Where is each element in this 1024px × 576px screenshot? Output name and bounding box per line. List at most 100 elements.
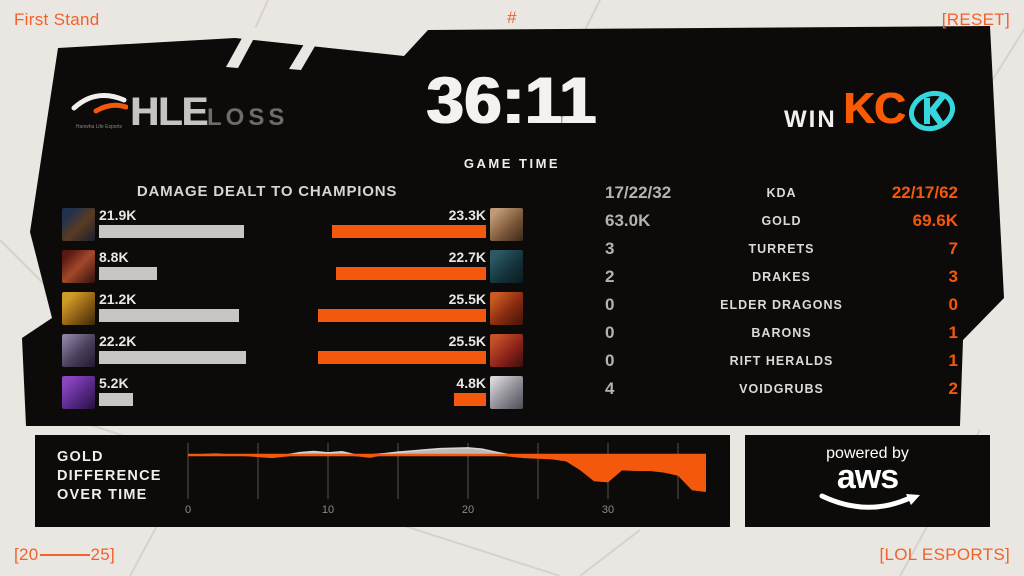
champion-icon: [490, 376, 523, 409]
left-team-abbr: HLE: [130, 90, 208, 134]
damage-row: 25.5K: [316, 292, 523, 325]
damage-value: 21.9K: [99, 207, 137, 223]
powered-by-label: powered by: [826, 445, 909, 462]
stat-row: 0 BARONS 1: [605, 319, 958, 347]
stat-row: 2 DRAKES 3: [605, 263, 958, 291]
stat-left-value: 0: [605, 295, 615, 314]
lol-esports-link[interactable]: [LOL ESPORTS]: [879, 545, 1010, 564]
gold-title-line: OVER TIME: [57, 487, 148, 503]
svg-text:10: 10: [322, 504, 334, 516]
champion-icon: [62, 292, 95, 325]
stat-label: ELDER DRAGONS: [720, 298, 843, 312]
stat-row: 17/22/32 KDA 22/17/62: [605, 179, 958, 207]
damage-bar: [99, 393, 133, 406]
game-timer-label: GAME TIME: [463, 156, 561, 171]
damage-row: 25.5K: [316, 334, 523, 367]
stat-left-value: 4: [605, 379, 615, 398]
stat-left-value: 0: [605, 323, 615, 342]
damage-row: 21.2K: [62, 292, 246, 325]
stat-row: 0 RIFT HERALDS 1: [605, 347, 958, 375]
stat-row: 3 TURRETS 7: [605, 235, 958, 263]
gold-title-line: DIFFERENCE: [57, 468, 162, 484]
svg-text:0: 0: [185, 504, 191, 516]
damage-bar: [318, 309, 486, 322]
damage-value: 21.2K: [99, 291, 137, 307]
stat-right-value: 0: [948, 295, 958, 314]
stat-right-value: 2: [948, 379, 958, 398]
stat-left-value: 63.0K: [605, 211, 651, 230]
stat-left-value: 2: [605, 267, 615, 286]
damage-value: 25.5K: [448, 333, 486, 349]
gold-chart-title: GOLD DIFFERENCE OVER TIME: [57, 448, 162, 505]
left-team-result: LOSS: [207, 104, 289, 131]
stat-row: 63.0K GOLD 69.6K: [605, 207, 958, 235]
stat-row: 0 ELDER DRAGONS 0: [605, 291, 958, 319]
gold-difference-chart: 0 10 20 30: [185, 443, 706, 516]
damage-row: 21.9K: [62, 208, 246, 241]
damage-bar: [336, 267, 486, 280]
gold-difference-panel: GOLD DIFFERENCE OVER TIME 0 10 20 30: [35, 435, 730, 527]
damage-bar: [99, 351, 246, 364]
kc-logo: [906, 88, 958, 139]
range-start: [20: [14, 545, 39, 564]
stat-right-value: 69.6K: [912, 211, 958, 230]
svg-text:30: 30: [602, 504, 614, 516]
stat-right-value: 7: [948, 239, 958, 258]
range-line: [39, 554, 90, 556]
stat-label: DRAKES: [752, 270, 811, 284]
damage-value: 22.2K: [99, 333, 137, 349]
damage-section-title: DAMAGE DEALT TO CHAMPIONS: [136, 183, 398, 200]
champion-icon: [62, 250, 95, 283]
gold-title-line: GOLD: [57, 449, 104, 465]
damage-row: 4.8K: [316, 376, 523, 409]
game-timer: 36:11: [426, 63, 598, 137]
event-tag: First Stand: [14, 10, 100, 29]
damage-value: 22.7K: [448, 249, 486, 265]
stat-right-value: 1: [948, 323, 958, 342]
damage-row: 22.7K: [316, 250, 523, 283]
damage-row: 8.8K: [62, 250, 246, 283]
amazon-smile-icon: [819, 493, 920, 510]
reset-button[interactable]: [RESET]: [941, 10, 1010, 29]
damage-row: 23.3K: [316, 208, 523, 241]
damage-row: 5.2K: [62, 376, 246, 409]
damage-bar: [99, 309, 239, 322]
range-end: 25]: [90, 545, 116, 564]
stat-label: KDA: [766, 186, 797, 200]
hash-tag: #: [507, 8, 517, 27]
damage-left-column: 21.9K 8.8K 21.2K 22.2K 5.2K: [62, 208, 246, 409]
champion-icon: [62, 208, 95, 241]
stats-table: 17/22/32 KDA 22/17/62 63.0K GOLD 69.6K 3…: [605, 179, 958, 403]
damage-right-column: 23.3K 22.7K 25.5K 25.5K 4.8K: [316, 208, 523, 409]
hle-logo-caption: Hanwha Life Esports: [75, 124, 123, 130]
champion-icon: [490, 250, 523, 283]
stat-row: 4 VOIDGRUBS 2: [605, 375, 958, 403]
champion-icon: [490, 334, 523, 367]
damage-value: 5.2K: [99, 375, 129, 391]
hle-logo: Hanwha Life Esports: [70, 86, 129, 134]
sponsor-panel: powered by aws: [745, 435, 990, 527]
damage-bar: [99, 225, 244, 238]
damage-value: 8.8K: [99, 249, 129, 265]
stat-label: TURRETS: [748, 242, 815, 256]
aws-logo-text: aws: [836, 458, 899, 496]
damage-bar: [99, 267, 157, 280]
stat-left-value: 17/22/32: [605, 183, 672, 202]
damage-value: 4.8K: [456, 375, 486, 391]
damage-bar: [318, 351, 486, 364]
stat-label: RIFT HERALDS: [729, 354, 834, 368]
champion-icon: [62, 334, 95, 367]
damage-value: 25.5K: [448, 291, 486, 307]
stat-label: BARONS: [751, 326, 812, 340]
damage-value: 23.3K: [448, 207, 486, 223]
damage-bar: [454, 393, 486, 406]
stat-right-value: 3: [948, 267, 958, 286]
champion-icon: [490, 292, 523, 325]
champion-icon: [62, 376, 95, 409]
stat-right-value: 22/17/62: [891, 183, 958, 202]
right-team-result: WIN: [784, 106, 837, 133]
stat-left-value: 3: [605, 239, 615, 258]
stat-label: VOIDGRUBS: [739, 382, 824, 396]
svg-text:20: 20: [462, 504, 474, 516]
range-tag[interactable]: [20 25]: [14, 545, 115, 565]
